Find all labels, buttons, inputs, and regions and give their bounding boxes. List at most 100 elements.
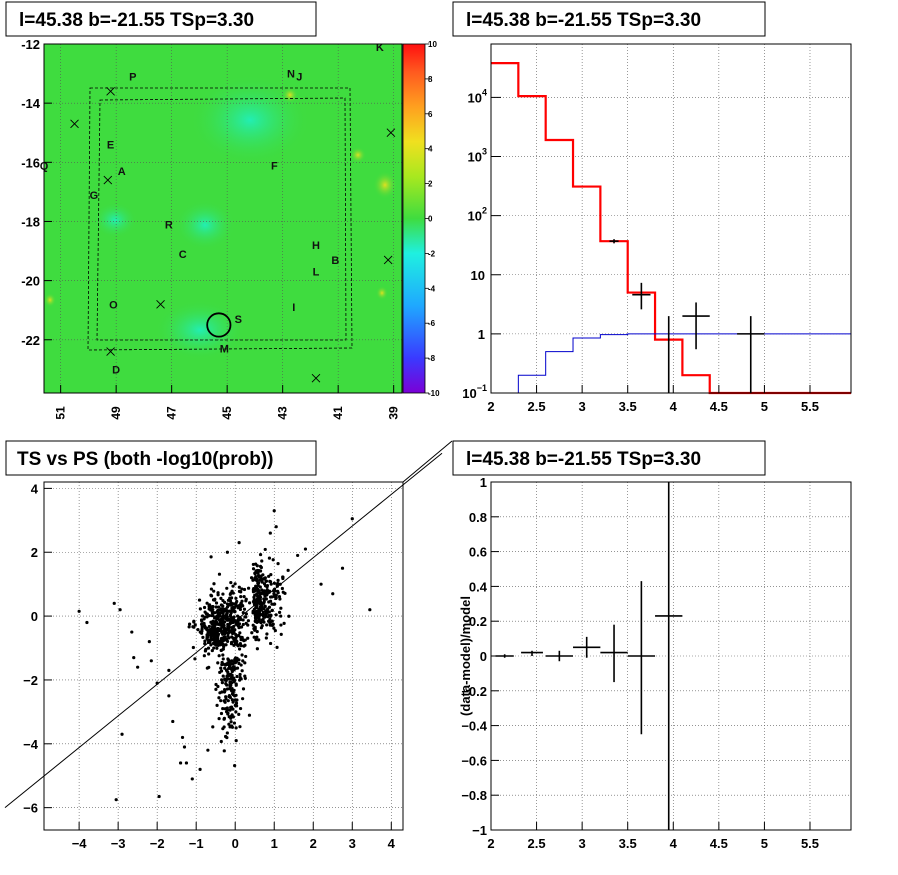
scatter-cloud-point [267,574,271,578]
scatter-cloud-point [225,605,230,609]
scatter-cloud-point [228,630,232,634]
scatter-cloud-point [209,643,213,647]
scatter-cloud-point [234,639,238,643]
map-grid [44,43,402,393]
scatter-cloud-point [269,613,273,617]
scatter-point [331,592,335,596]
scatter-cloud-point [232,609,236,613]
scatter-cloud-point [261,614,266,619]
scatter-cloud-point [268,580,273,584]
map-title: l=45.38 b=-21.55 TSp=3.30 [19,10,254,31]
residual-x-tick-label: 4 [670,836,678,851]
scatter-cloud-point [238,631,242,635]
scatter-cloud-point [253,619,257,623]
scatter-cloud-point [228,681,232,685]
scatter-cloud-point [203,649,208,653]
scatter-cloud-point [256,620,260,624]
residual-x-tick-label: 4.5 [710,836,728,851]
scatter-cloud-point [251,623,255,627]
scatter-cloud-point [279,614,283,618]
scatter-point [225,550,230,554]
scatter-cloud-point [272,592,276,596]
scatter-cloud-point [234,659,238,663]
scatter-cloud-point [221,625,225,629]
colorbar-tick-label: 2 [428,180,433,189]
scatter-cloud-point [234,726,238,730]
scatter-cloud-point [234,739,238,743]
map-y-tick-label: -14 [21,96,41,111]
map-texture [44,75,397,360]
scatter-cloud-point [229,705,233,710]
source-label-E: E [107,140,114,152]
scatter-cloud-point [232,631,236,635]
scatter-cloud-point [241,659,245,663]
scatter-cloud-point [232,615,236,619]
scatter-point [350,517,354,521]
scatter-cloud-point [261,610,265,614]
scatter-cloud-point [205,626,209,630]
scatter-point [171,719,175,724]
scatter-cloud-point [238,706,243,711]
scatter-cloud-point [279,623,283,627]
scatter-point [206,748,210,752]
log-x-tick-label: 3 [579,399,586,414]
scatter-cloud-point [221,706,225,711]
scatter-cloud-point [240,653,244,657]
scatter-cloud-point [225,683,229,687]
scatter-point [118,608,122,612]
scatter-cloud-point [278,597,282,601]
scatter-cloud-point [203,610,207,614]
scatter-cloud-point [219,739,223,744]
scatter-cloud-point [218,691,222,695]
scatter-point [303,547,308,551]
scatter-points [77,509,372,802]
scatter-cloud-point [242,587,247,592]
map-x-tick-label: 43 [276,406,290,420]
scatter-cloud-point [244,654,248,659]
scatter-cloud-point [205,635,209,639]
residual-title: l=45.38 b=-21.55 TSp=3.30 [466,449,701,470]
scatter-cloud-point [232,721,237,725]
low-model-histogram [491,333,851,394]
scatter-cloud-point [224,643,228,647]
scatter-point [340,566,345,570]
scatter-cloud-point [258,578,262,582]
scatter-cloud-point [213,597,217,601]
source-label-F: F [271,160,278,172]
scatter-cloud-point [262,592,266,596]
map-markers [70,87,396,383]
scatter-x-tick-label: 0 [232,836,239,851]
scatter-cloud-point [219,666,223,670]
scatter-cloud-point [220,640,224,645]
scatter-x-ticks: −4 −3 −2 −1 0 1 2 3 4 [72,822,396,851]
scatter-point [178,761,183,765]
scatter-cloud-point [242,595,246,599]
scatter-cloud-point [234,596,238,600]
scatter-cloud-point [236,614,240,618]
scatter-cloud-point [207,624,211,629]
scatter-cloud-point [219,699,223,703]
scatter-cloud-point [230,618,234,622]
scatter-cloud-point [215,646,219,650]
colorbar-ticks: 10 8 6 4 2 0 -2 -4 -6 -8 -10 [425,40,440,398]
residual-y-tick-label: −1 [472,823,487,838]
scatter-point [296,553,300,558]
scatter-point [130,630,134,634]
scatter-x-tick-label: −4 [72,836,88,851]
scatter-cloud-point [205,601,209,605]
source-marker [386,128,396,138]
scatter-cloud-point [277,610,282,614]
scatter-cloud-point [218,614,222,618]
scatter-cloud-point [249,576,254,580]
scatter-cloud-point [258,564,263,568]
scatter-cloud-point [211,613,215,618]
scatter-cloud-point [228,684,232,688]
scatter-cloud-point [268,623,272,627]
scatter-cloud-point [286,568,290,572]
colorbar-tick-label: -6 [428,319,436,328]
scatter-cloud-point [222,645,226,649]
scatter-cloud-point [216,661,220,665]
residual-y-tick-label: 0.8 [469,510,487,525]
scatter-cloud-point [238,607,243,612]
